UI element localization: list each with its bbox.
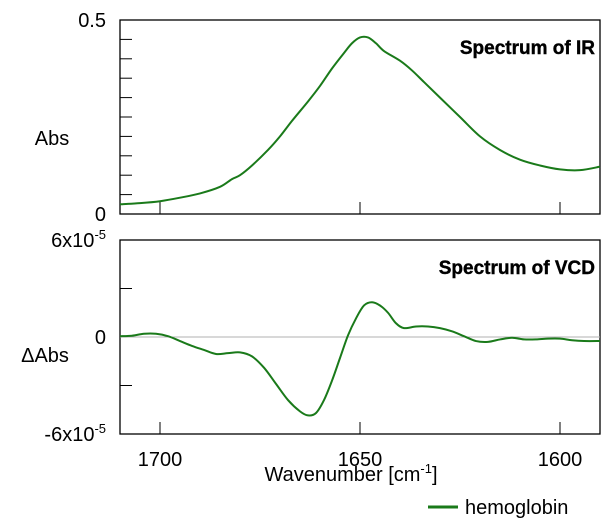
ir-y-tick-label-0: 0.5 — [78, 10, 106, 32]
vcd-y-tick-label-0: 6x10-5 — [51, 227, 106, 252]
ir-layer: 0.50 — [78, 10, 601, 226]
vcd-y-tick-label-exp-0: -5 — [94, 227, 106, 242]
vcd-y-tick-label-exp-2: -5 — [94, 421, 106, 436]
x-tick-label-0: 1700 — [138, 449, 183, 471]
vcd-layer: 6x10-50-6x10-5 — [44, 227, 601, 446]
ir-title: Spectrum of IR — [460, 38, 595, 59]
legend-label: hemoglobin — [465, 497, 568, 519]
x-tick-label-2: 1600 — [538, 449, 583, 471]
vcd-y-tick-label-base-2: -6x10 — [44, 424, 94, 446]
x-axis-label-main: Wavenumber [cm — [264, 464, 420, 486]
ir-ylabel: Abs — [35, 128, 69, 150]
x-axis-label: Wavenumber [cm-1] — [264, 461, 437, 486]
vcd-title: Spectrum of VCD — [439, 258, 595, 279]
vcd-y-tick-label-base-1: 0 — [95, 327, 106, 349]
vcd-ylabel: ΔAbs — [21, 345, 69, 367]
x-axis-label-end: ] — [432, 464, 438, 486]
x-tick-label-1: 1650 — [338, 449, 383, 471]
ir-series-line-0 — [119, 35, 601, 206]
x-axis-label-sup: -1 — [420, 461, 432, 476]
x-tick-labels: 1700 1650 1600 — [138, 449, 583, 471]
vcd-y-tick-label-1: 0 — [95, 327, 106, 349]
vcd-y-tick-label-2: -6x10-5 — [44, 421, 106, 446]
ir-y-tick-label-1: 0 — [95, 204, 106, 226]
vcd-y-tick-label-base-0: 6x10 — [51, 230, 94, 252]
vcd-series-line-0 — [119, 301, 601, 417]
